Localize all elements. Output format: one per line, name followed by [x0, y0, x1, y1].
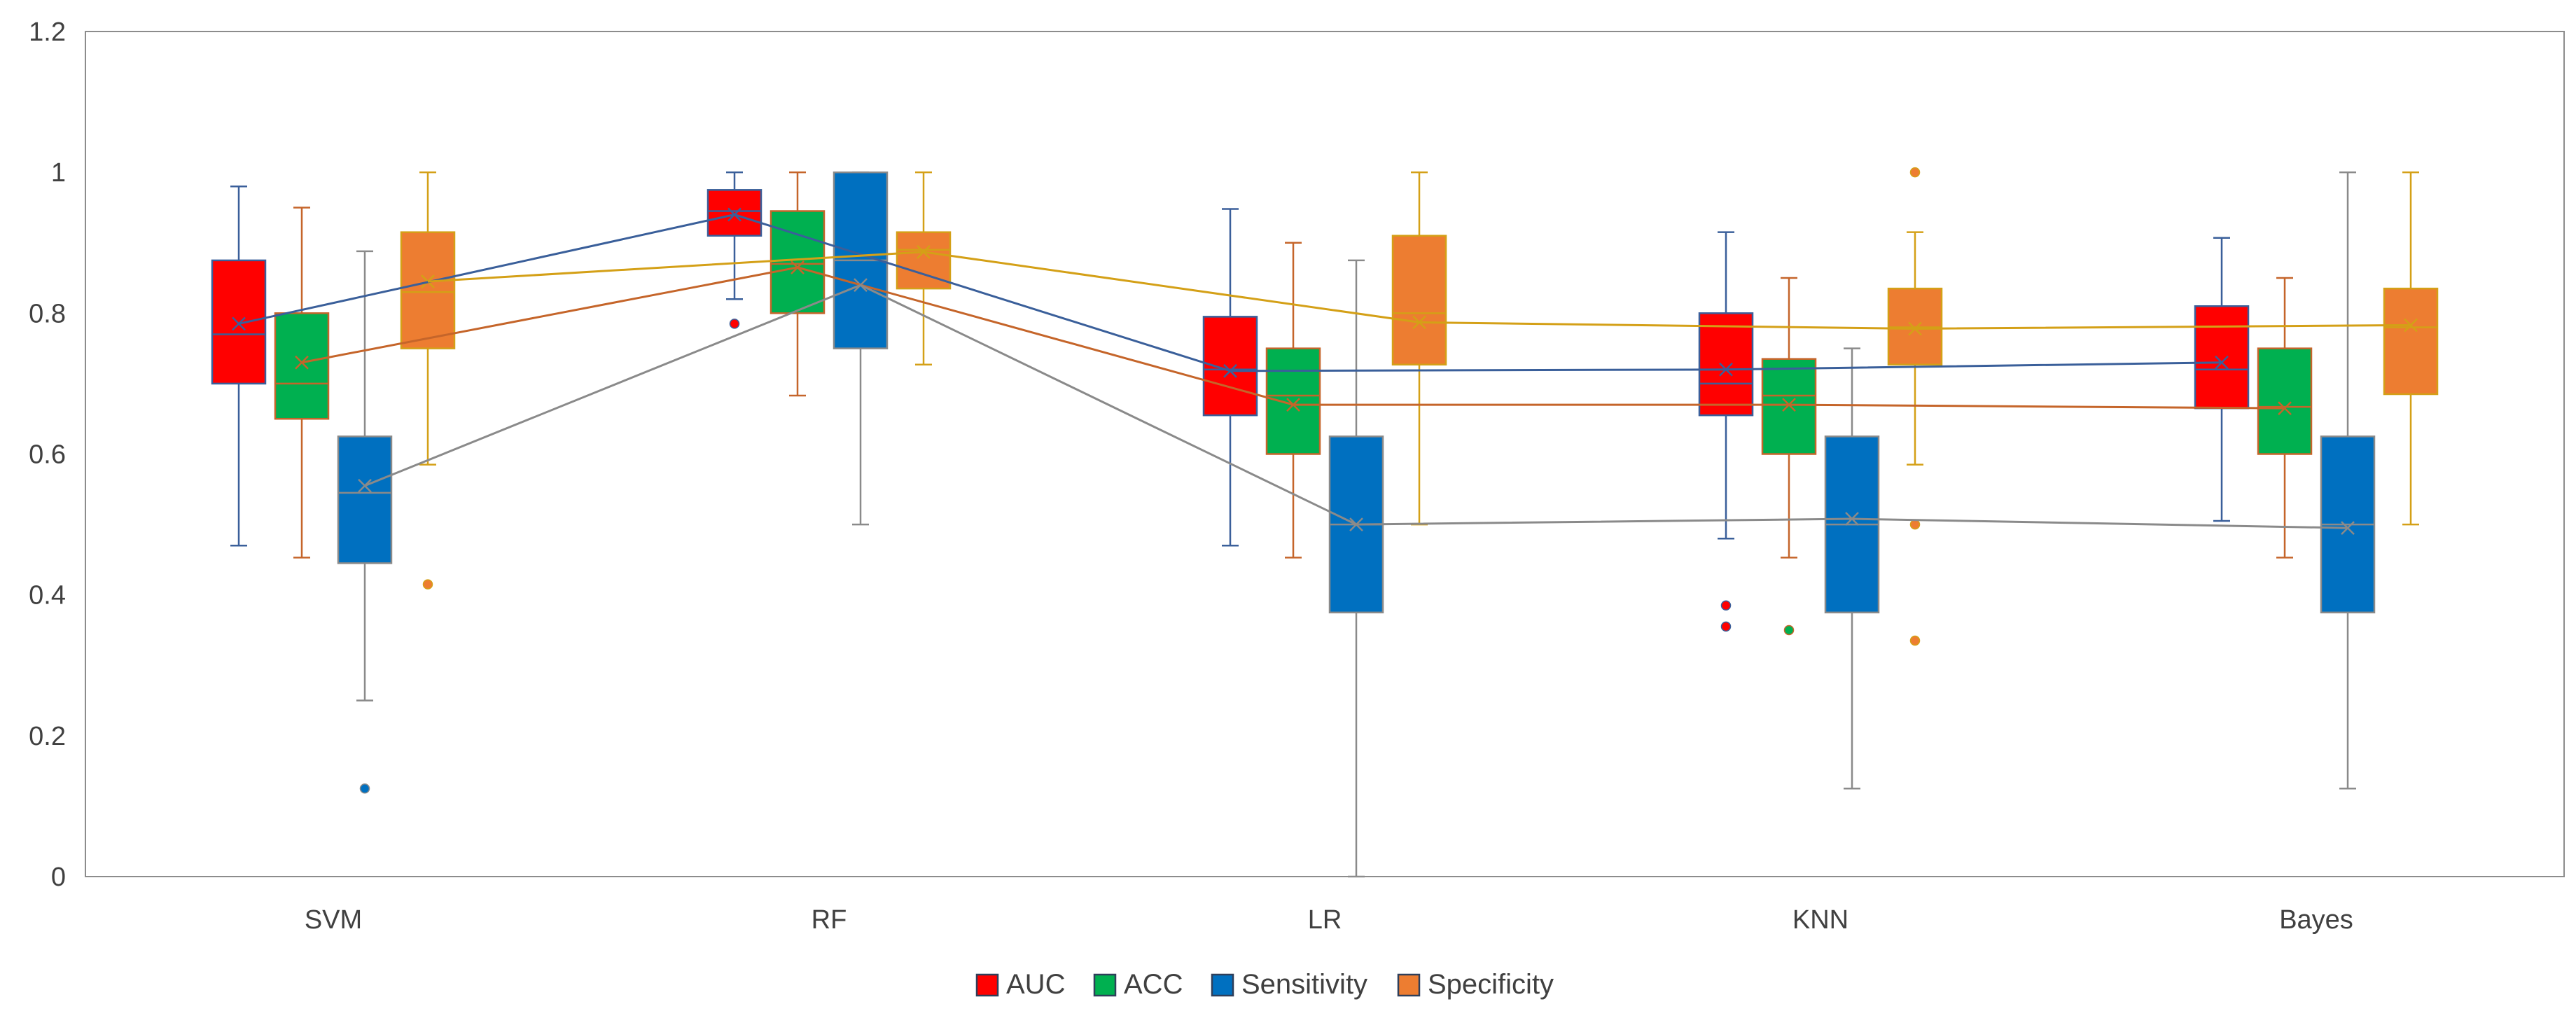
- x-tick-label: KNN: [1792, 905, 1849, 935]
- outlier-point: [1720, 621, 1732, 632]
- x-tick-label: SVM: [305, 905, 362, 935]
- box: [2257, 347, 2313, 455]
- x-tick-label: LR: [1308, 905, 1342, 935]
- legend-label: Specificity: [1428, 969, 1554, 1000]
- legend-item-auc: AUC: [975, 969, 1065, 1000]
- box: [2383, 287, 2439, 396]
- box: [1265, 347, 1321, 455]
- mean-line-specificity: [427, 251, 2411, 330]
- outlier-point: [1909, 519, 1921, 530]
- y-tick-label: 0.4: [29, 581, 66, 611]
- outlier-point: [1909, 635, 1921, 646]
- box: [337, 435, 393, 564]
- box: [1698, 312, 1754, 417]
- box: [1391, 235, 1447, 366]
- legend-item-specificity: Specificity: [1397, 969, 1554, 1000]
- legend-item-sensitivity: Sensitivity: [1211, 969, 1367, 1000]
- legend-label: ACC: [1124, 969, 1183, 1000]
- legend-swatch: [1211, 973, 1234, 997]
- legend-item-acc: ACC: [1093, 969, 1183, 1000]
- box: [274, 312, 330, 420]
- box: [1761, 358, 1817, 455]
- mean-line-sensitivity: [364, 284, 2348, 529]
- outlier-point: [729, 319, 740, 329]
- legend-swatch: [1093, 973, 1117, 997]
- y-tick-label: 1: [51, 158, 66, 188]
- y-tick-label: 1.2: [29, 18, 66, 47]
- outlier-point: [422, 579, 433, 590]
- axes: 0 0.2 0.4 0.6 0.8 1 1.2 SVM RF LR KNN Bayes: [29, 18, 2565, 935]
- outlier-point: [1720, 600, 1732, 611]
- series-acc: [274, 171, 2313, 636]
- y-tick-label: 0.2: [29, 722, 66, 751]
- outlier-point: [1909, 167, 1921, 178]
- y-tick-label: 0: [51, 863, 66, 892]
- legend-swatch: [1397, 973, 1421, 997]
- legend-swatch: [975, 973, 999, 997]
- series-specificity: [400, 167, 2439, 646]
- y-tick-label: 0.6: [29, 440, 66, 470]
- box: [2194, 305, 2250, 410]
- y-tick-label: 0.8: [29, 299, 66, 328]
- box: [400, 231, 456, 349]
- outlier-point: [1783, 625, 1795, 636]
- outlier-point: [359, 783, 370, 794]
- box: [1202, 316, 1258, 417]
- plot-frame: [85, 31, 2565, 877]
- box: [770, 210, 826, 314]
- box: [211, 259, 267, 385]
- mean-line-auc: [238, 213, 2222, 372]
- mean-line-acc: [301, 266, 2285, 410]
- plot-area: [211, 167, 2439, 878]
- series-auc: [211, 171, 2250, 632]
- x-tick-label: Bayes: [2279, 905, 2353, 935]
- x-tick-label: RF: [812, 905, 847, 935]
- legend-label: Sensitivity: [1241, 969, 1367, 1000]
- legend-label: AUC: [1006, 969, 1065, 1000]
- legend: AUC ACC Sensitivity Specificity: [975, 969, 1554, 1000]
- box: [706, 189, 763, 237]
